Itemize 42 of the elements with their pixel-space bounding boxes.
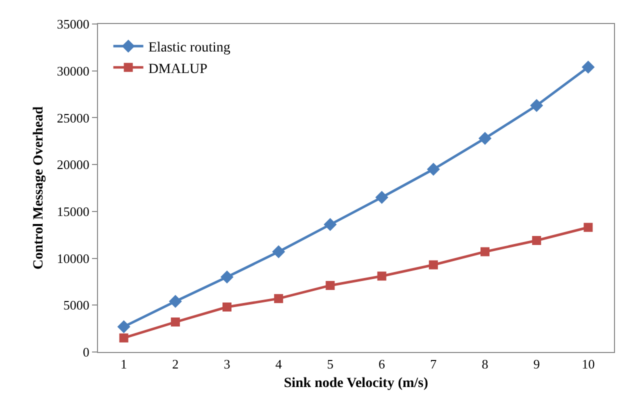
legend-label: Elastic routing <box>148 40 230 56</box>
point <box>326 280 335 290</box>
point <box>582 60 595 74</box>
y-tick-label: 25000 <box>56 110 90 126</box>
x-tick-label: 3 <box>224 356 230 372</box>
point <box>220 270 234 284</box>
point <box>584 222 593 232</box>
point <box>117 320 130 334</box>
point <box>170 318 180 327</box>
point <box>222 302 232 312</box>
y-tick-label: 0 <box>82 344 90 360</box>
point <box>428 260 438 270</box>
point <box>377 272 386 281</box>
y-axis-title: Control Message Overhead <box>32 106 46 270</box>
point <box>324 218 337 232</box>
x-tick-label: 6 <box>378 356 386 372</box>
y-tick-label: 35000 <box>56 16 90 32</box>
x-tick-label: 9 <box>533 356 540 372</box>
point <box>119 333 128 342</box>
point <box>426 162 440 176</box>
x-tick-label: 10 <box>582 356 595 372</box>
x-tick-label: 7 <box>430 356 438 372</box>
point <box>480 247 490 256</box>
x-tick-label: 2 <box>172 356 179 372</box>
point <box>168 294 182 308</box>
point <box>274 294 284 304</box>
point <box>530 99 544 112</box>
point <box>272 245 286 258</box>
point <box>532 236 542 245</box>
point <box>478 132 492 145</box>
point <box>375 190 388 204</box>
x-tick-label: 5 <box>326 356 334 372</box>
y-tick-label: 30000 <box>56 63 90 78</box>
y-tick-label: 10000 <box>56 250 90 266</box>
y-tick-label: 5000 <box>63 298 90 313</box>
x-tick-label: 8 <box>482 356 488 372</box>
x-tick-label: 4 <box>275 356 282 372</box>
x-axis-title: Sink node Velocity (m/s) <box>284 376 428 391</box>
x-tick-label: 1 <box>120 356 128 372</box>
y-tick-label: 20000 <box>56 157 90 172</box>
y-tick-label: 15000 <box>56 204 90 219</box>
legend-label: DMALUP <box>148 62 208 77</box>
